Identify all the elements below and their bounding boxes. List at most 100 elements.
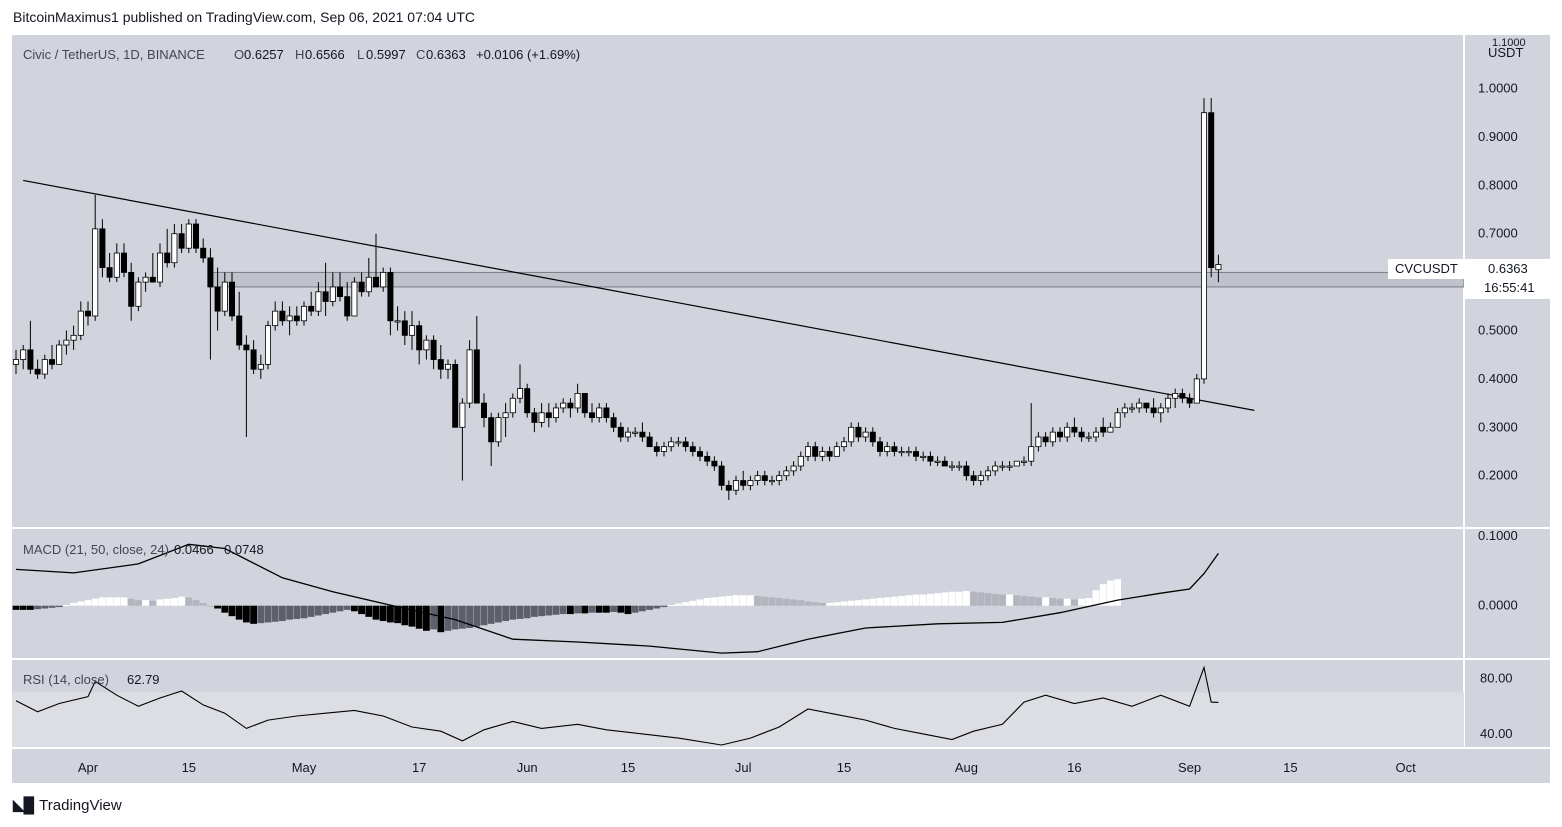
macd-histogram-bar [675, 603, 682, 606]
candle-body [653, 446, 660, 452]
candle-body [336, 286, 343, 298]
macd-histogram-bar [624, 605, 632, 615]
candle-body [805, 446, 812, 457]
time-tick-label: 16 [1067, 760, 1081, 775]
rsi-tick-label: 80.00 [1480, 671, 1513, 686]
macd-histogram-bar [142, 600, 149, 606]
rsi-value: 62.79 [127, 672, 160, 687]
candle-body [869, 431, 876, 443]
candle-body [1165, 397, 1172, 409]
tradingview-brand: TradingView [39, 796, 122, 814]
macd-histogram-bar [588, 605, 596, 613]
candle-body [272, 310, 279, 327]
macd-histogram-bar [581, 605, 589, 614]
candle-body [819, 451, 826, 457]
macd-histogram-bar [516, 605, 524, 619]
candle-body [452, 363, 459, 428]
candle-body [121, 252, 128, 273]
candle-body [855, 426, 862, 438]
candle-body [1021, 460, 1028, 463]
symbol-title: Civic / TetherUS, 1D, BINANCE [23, 47, 205, 62]
macd-histogram-bar [1056, 598, 1064, 606]
time-tick-label: 15 [837, 760, 851, 775]
time-axis[interactable]: Apr 15 May 17 Jun 15 Jul 15 Aug 16 Sep 15 Oct [78, 760, 1416, 775]
candle-body [1100, 426, 1107, 433]
macd-histogram-bar [1099, 584, 1107, 606]
candle-body [1121, 407, 1128, 414]
macd-histogram-bar [480, 605, 488, 626]
macd-tick-label: 0.1000 [1478, 528, 1518, 543]
macd-histogram-bar [919, 594, 927, 606]
candle-body [473, 349, 480, 404]
candle-body [841, 441, 848, 448]
macd-histogram-bar [891, 596, 898, 606]
candle-body [279, 310, 286, 322]
macd-histogram-bar [1027, 596, 1035, 606]
candle-body [300, 305, 307, 322]
macd-histogram-bar [192, 600, 200, 606]
macd-histogram-bar [876, 598, 884, 606]
candle-body [92, 228, 99, 317]
macd-histogram-bar [351, 605, 358, 612]
price-tick-label: 0.3000 [1478, 419, 1518, 434]
price-tick-label: 0.8000 [1478, 177, 1518, 192]
tradingview-footer[interactable]: ◣█ TradingView [13, 796, 122, 815]
macd-histogram-bar [487, 605, 495, 624]
candle-body [315, 291, 322, 312]
macd-histogram-bar [747, 595, 754, 606]
macd-histogram-bar [1071, 599, 1078, 606]
candle-body [408, 325, 415, 336]
candle-body [1215, 264, 1222, 271]
macd-histogram-bar [495, 605, 502, 623]
macd-histogram-bar [545, 605, 553, 616]
bar-countdown: 16:55:41 [1484, 280, 1535, 295]
macd-histogram-bar [120, 597, 128, 606]
chart-frame[interactable]: 1.0000 0.9000 0.8000 0.7000 0.5000 0.4000 0.30… [12, 35, 1550, 783]
macd-histogram-bar [797, 600, 805, 606]
macd-axis: 0.1000 0.0000 [1478, 528, 1518, 613]
macd-histogram-bar [214, 605, 221, 609]
candle-body [725, 484, 732, 491]
macd-histogram-bar [646, 605, 653, 610]
macd-histogram-bar [552, 605, 560, 615]
macd-histogram [12, 579, 1121, 633]
price-chart-svg[interactable]: 1.0000 0.9000 0.8000 0.7000 0.5000 0.4000 0.30… [12, 35, 1550, 783]
macd-histogram-bar [955, 591, 963, 606]
candle-body [156, 252, 163, 283]
candle-body [1049, 431, 1056, 443]
macd-line [15, 543, 1219, 654]
candle-body [63, 339, 70, 346]
macd-histogram-bar [243, 605, 250, 623]
macd-histogram-bar [106, 597, 113, 606]
price-axis[interactable]: 1.0000 0.9000 0.8000 0.7000 0.5000 0.4000 0.30… [1478, 81, 1518, 483]
low-label: L [357, 47, 364, 62]
rsi-legend: RSI (14, close) 62.79 [23, 672, 160, 687]
candle-body [459, 402, 466, 428]
macd-histogram-bar [502, 605, 509, 622]
high-label: H [295, 47, 304, 62]
candle-body [41, 359, 48, 375]
resistance-zone [209, 271, 1465, 288]
candle-body [430, 339, 437, 360]
candle-body [49, 359, 56, 365]
macd-histogram-bar [869, 598, 877, 606]
candle-body [1208, 112, 1215, 268]
candle-body [560, 402, 567, 409]
macd-histogram-bar [235, 605, 243, 620]
macd-histogram-bar [437, 605, 445, 633]
open-label: O [234, 47, 244, 62]
descending-trendline[interactable] [23, 179, 1255, 411]
candle-body [200, 247, 207, 259]
candle-body [502, 412, 509, 419]
macd-histogram-bar [567, 605, 574, 615]
macd-histogram-bar [739, 595, 747, 606]
macd-histogram-bar [610, 605, 617, 612]
candle-body [783, 470, 790, 477]
last-price-label[interactable]: CVCUSDT 0.6363 16:55:41 [1388, 259, 1550, 299]
macd-histogram-bar [667, 605, 675, 607]
macd-histogram-bar [379, 605, 387, 622]
candle-body [603, 407, 610, 419]
macd-histogram-bar [775, 598, 783, 606]
macd-histogram-bar [819, 602, 826, 606]
candle-body [913, 451, 920, 457]
